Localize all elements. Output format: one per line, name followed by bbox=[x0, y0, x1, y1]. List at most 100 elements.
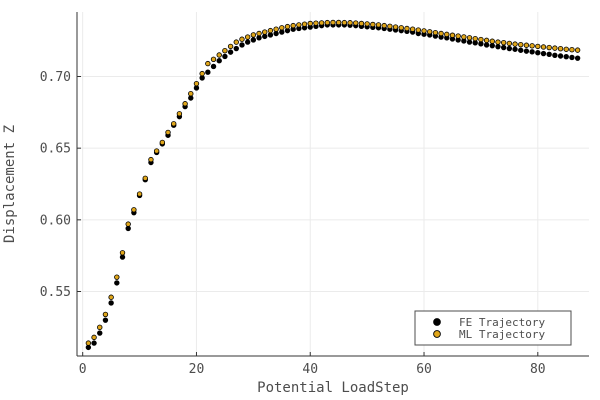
data-point bbox=[341, 19, 348, 26]
data-point bbox=[114, 274, 120, 280]
data-point bbox=[483, 42, 490, 48]
data-point bbox=[165, 129, 171, 136]
data-point bbox=[313, 20, 319, 26]
data-point bbox=[540, 50, 547, 57]
data-point bbox=[307, 20, 313, 27]
data-point bbox=[233, 39, 239, 45]
data-point bbox=[256, 30, 262, 37]
data-point bbox=[102, 311, 109, 318]
data-point bbox=[182, 101, 188, 107]
data-point bbox=[330, 19, 336, 26]
data-points bbox=[85, 19, 581, 351]
data-point bbox=[563, 46, 569, 52]
data-point bbox=[97, 330, 103, 336]
data-point bbox=[449, 32, 456, 38]
data-point bbox=[273, 26, 279, 32]
data-point bbox=[523, 42, 530, 48]
data-point bbox=[239, 36, 245, 42]
legend-label-ml: ML Trajectory bbox=[459, 328, 545, 341]
data-point bbox=[489, 38, 495, 44]
data-point bbox=[148, 156, 154, 163]
data-point bbox=[444, 31, 450, 38]
data-point bbox=[409, 26, 416, 32]
data-point bbox=[518, 41, 524, 48]
data-point bbox=[478, 36, 484, 43]
data-point bbox=[301, 21, 308, 27]
data-point bbox=[102, 317, 109, 323]
data-point bbox=[472, 35, 478, 42]
data-point bbox=[364, 21, 370, 27]
data-point bbox=[546, 44, 552, 51]
data-point bbox=[466, 35, 473, 41]
data-point bbox=[353, 20, 359, 26]
y-tick-label: 0.55 bbox=[40, 285, 71, 300]
data-point bbox=[455, 33, 461, 39]
series-fe-trajectory bbox=[85, 22, 581, 351]
data-point bbox=[267, 27, 274, 34]
data-point bbox=[284, 23, 291, 30]
data-point bbox=[216, 52, 222, 58]
data-point bbox=[506, 40, 513, 47]
data-point bbox=[290, 22, 296, 29]
data-point bbox=[387, 23, 393, 30]
data-point bbox=[392, 24, 399, 30]
data-point bbox=[222, 53, 228, 60]
legend-box bbox=[414, 310, 572, 346]
data-point bbox=[244, 39, 251, 45]
data-point bbox=[370, 21, 376, 28]
data-point bbox=[500, 39, 507, 46]
data-point bbox=[358, 20, 365, 27]
data-point bbox=[227, 43, 234, 50]
data-point bbox=[495, 43, 501, 50]
data-point bbox=[512, 46, 518, 52]
data-point bbox=[91, 340, 97, 346]
data-point bbox=[205, 60, 211, 67]
x-tick-label: 60 bbox=[416, 362, 432, 377]
data-point bbox=[540, 44, 547, 50]
data-point bbox=[97, 324, 103, 331]
data-point bbox=[239, 42, 245, 48]
data-point bbox=[398, 25, 404, 31]
data-point bbox=[159, 139, 166, 146]
data-point bbox=[489, 42, 495, 49]
axes bbox=[76, 12, 589, 357]
data-point bbox=[85, 340, 92, 346]
data-point bbox=[318, 20, 325, 26]
data-point bbox=[552, 52, 558, 58]
data-point bbox=[335, 19, 342, 26]
data-point bbox=[404, 25, 410, 32]
data-point bbox=[432, 29, 439, 36]
data-point bbox=[421, 28, 427, 34]
data-point bbox=[529, 43, 535, 49]
data-point bbox=[171, 121, 177, 127]
data-point bbox=[324, 19, 331, 26]
data-point bbox=[91, 334, 97, 341]
data-point bbox=[210, 63, 217, 70]
x-tick-label: 40 bbox=[302, 362, 318, 377]
x-axis-title: Potential LoadStep bbox=[257, 380, 409, 396]
data-point bbox=[131, 207, 137, 213]
data-point bbox=[188, 90, 194, 97]
data-point bbox=[296, 22, 302, 28]
data-point bbox=[125, 221, 131, 227]
data-point bbox=[557, 53, 564, 59]
data-point bbox=[483, 37, 490, 44]
data-point bbox=[108, 300, 114, 306]
data-point bbox=[529, 49, 535, 55]
x-tick-label: 0 bbox=[79, 362, 87, 377]
data-point bbox=[495, 39, 501, 45]
data-point bbox=[512, 41, 518, 47]
data-point bbox=[216, 58, 222, 64]
data-point bbox=[506, 45, 513, 52]
x-tick-label: 80 bbox=[530, 362, 546, 377]
data-point bbox=[523, 48, 530, 54]
data-point bbox=[535, 43, 541, 50]
data-point bbox=[461, 34, 467, 40]
data-point bbox=[233, 45, 239, 52]
data-point bbox=[262, 29, 268, 35]
data-point bbox=[250, 32, 257, 38]
data-point bbox=[114, 280, 120, 286]
data-point bbox=[142, 175, 148, 181]
series-ml-trajectory bbox=[85, 19, 581, 346]
